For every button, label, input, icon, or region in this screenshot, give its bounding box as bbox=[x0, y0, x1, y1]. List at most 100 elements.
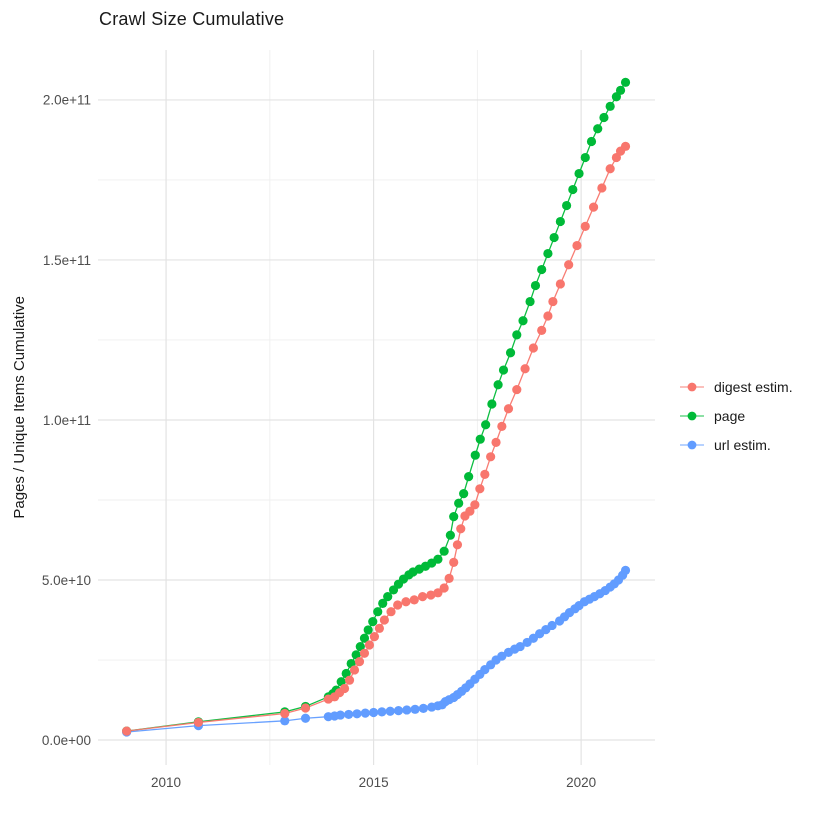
data-point bbox=[344, 675, 355, 685]
data-point bbox=[349, 665, 360, 675]
data-point bbox=[580, 152, 590, 163]
legend-label: url estim. bbox=[714, 437, 771, 453]
y-tick-label: 2.0e+11 bbox=[43, 93, 91, 108]
data-point bbox=[530, 280, 541, 291]
data-point bbox=[548, 296, 558, 307]
data-point bbox=[493, 380, 503, 390]
data-point bbox=[620, 77, 631, 87]
data-point bbox=[555, 279, 565, 289]
data-point bbox=[518, 316, 528, 326]
data-point bbox=[444, 573, 454, 584]
data-point bbox=[528, 343, 538, 353]
y-tick-label: 0.0e+00 bbox=[42, 733, 91, 748]
data-point bbox=[459, 488, 469, 499]
data-point bbox=[373, 607, 383, 617]
legend-label: page bbox=[714, 408, 746, 424]
data-point bbox=[497, 651, 507, 661]
data-point bbox=[537, 264, 547, 275]
legend-item-page: page bbox=[679, 407, 793, 425]
y-tick-label: 1.5e+11 bbox=[43, 253, 91, 268]
data-point bbox=[465, 506, 475, 516]
data-point bbox=[369, 632, 380, 642]
data-point bbox=[300, 703, 311, 713]
legend-key-icon bbox=[680, 411, 704, 421]
data-point bbox=[512, 330, 522, 340]
data-point bbox=[486, 452, 496, 462]
data-point bbox=[344, 709, 354, 720]
data-point bbox=[487, 399, 497, 409]
legend-item-url-estim-: url estim. bbox=[679, 436, 793, 454]
data-point bbox=[449, 512, 459, 522]
data-point bbox=[599, 112, 609, 123]
data-point bbox=[593, 124, 603, 134]
data-point bbox=[543, 311, 553, 321]
data-point bbox=[401, 597, 411, 607]
data-point bbox=[426, 590, 436, 600]
data-point bbox=[280, 708, 290, 719]
data-point bbox=[379, 615, 389, 625]
data-point bbox=[368, 617, 378, 627]
data-point bbox=[549, 232, 559, 243]
data-point bbox=[525, 296, 535, 307]
legend-key-icon bbox=[680, 440, 704, 450]
data-point bbox=[377, 707, 387, 717]
data-point bbox=[480, 469, 490, 479]
data-point bbox=[497, 421, 507, 431]
series-line-digestestim bbox=[126, 145, 626, 732]
data-point bbox=[543, 248, 553, 259]
legend-key-icon bbox=[680, 382, 704, 392]
data-point bbox=[615, 85, 626, 95]
data-point bbox=[386, 607, 396, 617]
data-point bbox=[568, 184, 578, 195]
data-point bbox=[393, 600, 403, 610]
data-point bbox=[449, 557, 459, 568]
data-point bbox=[505, 348, 516, 358]
data-point bbox=[359, 648, 370, 658]
x-tick-label: 2010 bbox=[151, 775, 181, 790]
data-point bbox=[620, 565, 631, 576]
data-point bbox=[555, 216, 565, 227]
data-point bbox=[597, 183, 607, 193]
data-point bbox=[433, 588, 443, 598]
data-point bbox=[339, 683, 350, 694]
data-point bbox=[574, 168, 584, 179]
data-point bbox=[475, 484, 485, 494]
data-point bbox=[512, 384, 522, 395]
data-point bbox=[409, 595, 419, 605]
data-point bbox=[605, 164, 615, 174]
data-point bbox=[470, 500, 480, 510]
data-point bbox=[433, 554, 443, 564]
data-point bbox=[520, 364, 530, 374]
data-point bbox=[418, 703, 429, 713]
data-point bbox=[393, 705, 404, 716]
data-point bbox=[402, 705, 412, 715]
data-point bbox=[564, 260, 574, 270]
data-point bbox=[588, 202, 599, 212]
data-point bbox=[410, 704, 420, 714]
data-point bbox=[383, 592, 393, 602]
series-line-urlestim bbox=[126, 570, 627, 733]
data-point bbox=[439, 546, 449, 556]
x-tick-label: 2020 bbox=[566, 775, 596, 790]
data-point bbox=[498, 365, 509, 375]
y-tick-label: 1.0e+11 bbox=[43, 413, 91, 428]
data-point bbox=[620, 141, 631, 151]
data-point bbox=[561, 200, 572, 211]
data-point bbox=[445, 530, 455, 540]
x-tick-label: 2015 bbox=[359, 775, 389, 790]
data-point bbox=[481, 420, 491, 430]
data-point bbox=[605, 101, 615, 111]
data-point bbox=[580, 221, 590, 231]
data-point bbox=[537, 325, 547, 335]
data-point bbox=[503, 404, 514, 414]
data-point bbox=[360, 708, 370, 718]
legend: digest estim. page url estim. bbox=[679, 378, 793, 454]
data-point bbox=[475, 434, 485, 444]
data-point bbox=[359, 633, 370, 643]
data-point bbox=[374, 623, 385, 633]
data-point bbox=[300, 713, 311, 723]
data-point bbox=[547, 620, 557, 631]
data-point bbox=[122, 726, 132, 736]
